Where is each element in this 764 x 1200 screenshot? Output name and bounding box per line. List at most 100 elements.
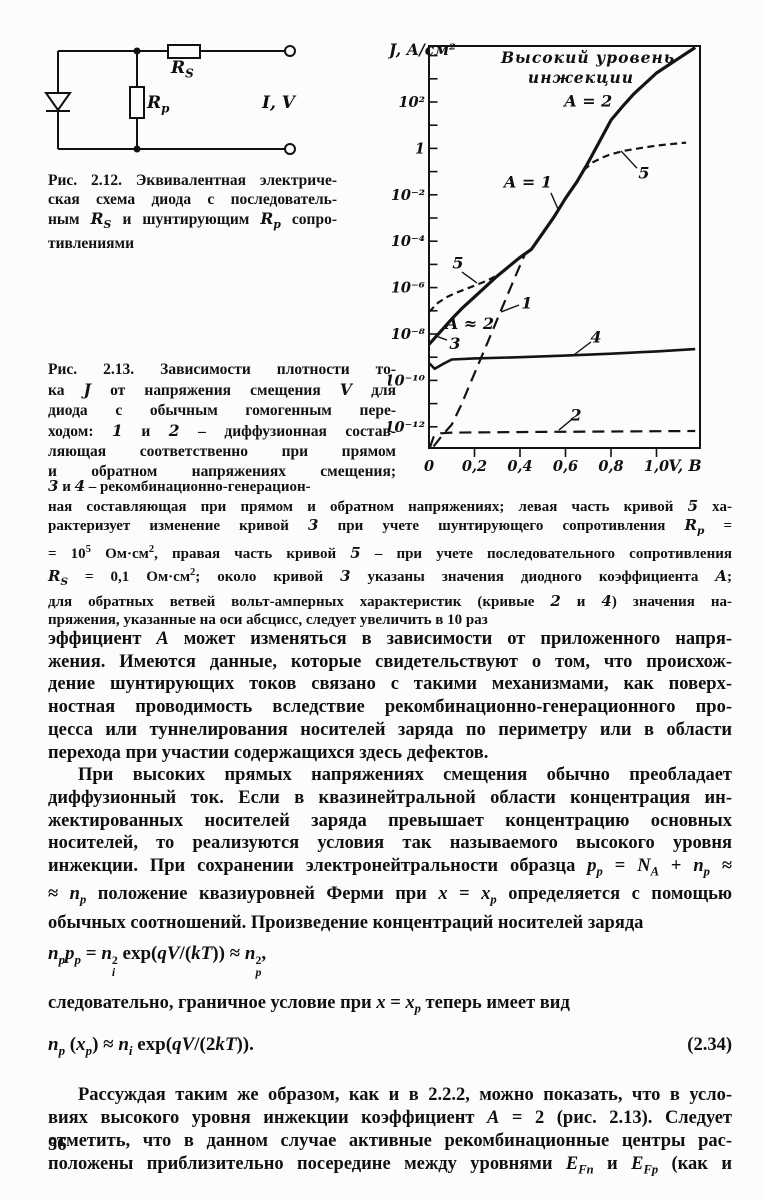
body-line: эффициент A может изменяться в зависимос… bbox=[48, 629, 733, 649]
y-tick-label: 1 bbox=[415, 140, 425, 157]
x-tick-label: 1,0 bbox=[644, 458, 669, 475]
body-line: отметить, что в данном случае активные р… bbox=[48, 1130, 732, 1151]
body-line: жектированных носителей заряда превышает… bbox=[48, 810, 732, 831]
x-tick-label: 0,2 bbox=[462, 458, 487, 475]
jv-characteristics-plot: 10² 1 10⁻² 10⁻⁴ 10⁻⁶ 10⁻⁸ 10⁻¹⁰ 10⁻¹² 0 0,2 0,4 0,6… bbox=[384, 40, 701, 475]
x-axis-title: V, В bbox=[668, 456, 701, 475]
caption-line: пряжения, указанные на оси абсцисс, след… bbox=[48, 612, 488, 629]
curve-annotation: A ≈ 2 bbox=[444, 314, 494, 333]
caption-line: Рис. 2.12. Эквивалентная электриче- bbox=[48, 172, 337, 189]
y-tick-label: 10⁻¹² bbox=[388, 419, 425, 436]
terminal-top bbox=[284, 45, 296, 57]
caption-line: ская схема диода с последователь- bbox=[48, 191, 337, 208]
x-tick-label: 0,6 bbox=[553, 458, 578, 475]
chart-title-line: инжекции bbox=[528, 68, 634, 87]
body-line: следовательно, граничное условие при x =… bbox=[48, 992, 570, 1016]
caption-line: = 105 Ом·см2, правая часть кривой 5 – пр… bbox=[48, 544, 732, 563]
body-line: инжекции. При сохранении электронейтраль… bbox=[48, 856, 733, 879]
y-tick-label: 10⁻⁴ bbox=[391, 233, 425, 250]
series-resistance-label: RS bbox=[171, 58, 194, 81]
body-line: ≈ np положение квазиуровней Ферми при x … bbox=[48, 884, 733, 908]
current-voltage-label: I, V bbox=[262, 93, 295, 113]
x-tick-label: 0,4 bbox=[507, 458, 532, 475]
curve-annotation: 3 bbox=[449, 334, 460, 353]
figure-caption-2-13-narrow: Рис. 2.13. Зависимости плотности то- ка … bbox=[48, 360, 396, 482]
curve-annotation: 5 bbox=[452, 254, 463, 273]
equation-number: (2.34) bbox=[687, 1034, 732, 1055]
body-line: жения. Имеются данные, которые свидетель… bbox=[48, 651, 732, 672]
caption-line: ходом: 1 и 2 – диффузионная состав- bbox=[48, 421, 396, 440]
curve-annotation: 1 bbox=[521, 293, 532, 312]
body-line: перехода при участии содержащихся здесь … bbox=[48, 742, 489, 763]
y-tick-label: 10⁻¹⁰ bbox=[388, 372, 426, 389]
caption-line: RS = 0,1 Ом·см2; около кривой 3 указаны … bbox=[48, 566, 732, 588]
curve-5-right-series bbox=[582, 141, 687, 171]
caption-line: ка J от напряжения смещения V для bbox=[48, 380, 396, 399]
curve-annotation: 4 bbox=[590, 328, 601, 347]
equation-2-34: np (xp) ≈ ni exp(qV/(2kT)). (2.34) bbox=[48, 1034, 732, 1063]
annotation-leader-line bbox=[573, 341, 592, 356]
curve-5-left-shunt bbox=[428, 273, 500, 313]
x-tick-label: 0 bbox=[424, 458, 434, 475]
y-tick-label: 10⁻⁶ bbox=[391, 280, 425, 297]
annotation-leader-line bbox=[437, 336, 448, 341]
caption-line: рактеризует изменение кривой 3 при учете… bbox=[48, 516, 732, 538]
caption-line: ным RS и шунтирующим Rp сопро- bbox=[48, 209, 338, 232]
body-line: При высоких прямых напряжениях смещения … bbox=[78, 765, 732, 786]
caption-line: и обратном напряжениях смещения; bbox=[48, 463, 396, 480]
junction-dot-top bbox=[133, 47, 141, 55]
chart-title-line: Высокий уровень bbox=[500, 48, 675, 67]
curve-4-recgen-reverse bbox=[428, 347, 696, 371]
body-line: диффузионный ток. Если в квазинейтрально… bbox=[48, 787, 732, 808]
body-line: цесса или туннелирования носителей заряд… bbox=[48, 719, 732, 740]
curve-annotation: A = 1 bbox=[502, 173, 552, 192]
page-number: 56 bbox=[48, 1135, 67, 1155]
curve-3-recgen-forward-main bbox=[427, 46, 697, 346]
junction-dot-bottom bbox=[133, 145, 141, 153]
y-tick-label: 10⁻⁸ bbox=[391, 326, 426, 343]
y-tick-label: 10² bbox=[398, 94, 425, 111]
curve-2-diffusion-reverse bbox=[428, 429, 696, 449]
shunt-resistance-label: Rp bbox=[147, 93, 170, 116]
circuit-diagram bbox=[44, 44, 296, 155]
equation-2-34-formula: np (xp) ≈ ni exp(qV/(2kT)). bbox=[48, 1033, 254, 1058]
terminal-bottom bbox=[284, 143, 296, 155]
caption-line: ляющая соответственно при прямом bbox=[48, 443, 396, 460]
body-line: виях высокого уровня инжекции коэффициен… bbox=[48, 1108, 732, 1129]
body-line: положены приблизительно посередине между… bbox=[48, 1153, 732, 1177]
diode-symbol bbox=[44, 92, 72, 112]
annotation-leader-line bbox=[461, 271, 478, 284]
body-text: эффициент A может изменяться в зависимос… bbox=[48, 628, 732, 1181]
body-line: обычных соотношений. Произведение концен… bbox=[48, 912, 644, 933]
shunt-resistor-symbol bbox=[129, 86, 145, 119]
series-resistor-symbol bbox=[167, 44, 201, 59]
caption-line: диода с обычным гомогенным пере- bbox=[48, 402, 396, 419]
annotation-leader-line bbox=[558, 419, 572, 431]
caption-line: Рис. 2.13. Зависимости плотности то- bbox=[48, 361, 396, 378]
y-tick-label: 10⁻² bbox=[391, 187, 425, 204]
annotation-leader-line bbox=[550, 192, 560, 212]
body-line: Рассуждая таким же образом, как и в 2.2.… bbox=[78, 1085, 732, 1106]
figure-caption-2-13-wide: 3 и 4 – рекомбинационно-генерацион- ная … bbox=[48, 477, 732, 630]
annotation-leader-line bbox=[500, 304, 520, 313]
y-axis-title: J, А/см² bbox=[388, 40, 456, 59]
body-line: ностная проводимость вследствие рекомбин… bbox=[48, 697, 732, 718]
caption-line: 3 и 4 – рекомбинационно-генерацион- bbox=[48, 477, 311, 495]
curve-annotation: 2 bbox=[569, 405, 581, 424]
figure-2-12-circuit: RS Rp I, V bbox=[42, 36, 312, 164]
curve-annotation: A = 2 bbox=[562, 91, 612, 110]
annotation-leader-line bbox=[620, 150, 638, 169]
curve-1-diffusion-forward bbox=[432, 254, 526, 448]
body-line: дение шунтирующих токов связано с такими… bbox=[48, 674, 732, 695]
caption-line: для обратных ветвей вольт-амперных харак… bbox=[48, 591, 732, 610]
caption-line: ная составляющая при прямом и обратном н… bbox=[48, 496, 732, 515]
curve-annotation: 5 bbox=[638, 163, 649, 182]
caption-line: тивлениями bbox=[48, 235, 135, 253]
body-line: носителей, то реализуются условия так на… bbox=[48, 833, 732, 854]
figure-caption-2-12: Рис. 2.12. Эквивалентная электриче- ская… bbox=[48, 171, 337, 253]
plot-frame bbox=[428, 45, 701, 449]
figure-2-13-chart: 10² 1 10⁻² 10⁻⁴ 10⁻⁶ 10⁻⁸ 10⁻¹⁰ 10⁻¹² 0 0,2 0,4 0,6… bbox=[384, 30, 760, 482]
x-tick-label: 0,8 bbox=[598, 458, 623, 475]
